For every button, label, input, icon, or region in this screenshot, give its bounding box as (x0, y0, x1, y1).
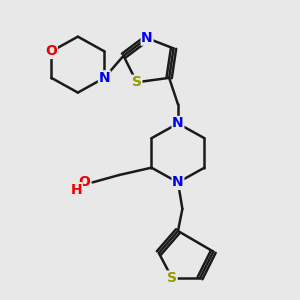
Text: N: N (172, 176, 184, 189)
Text: N: N (141, 31, 153, 45)
Text: S: S (132, 75, 142, 89)
Text: O: O (78, 176, 90, 189)
Text: N: N (172, 116, 184, 130)
Text: O: O (45, 44, 57, 58)
Text: N: N (98, 71, 110, 85)
Text: S: S (167, 271, 177, 285)
Text: H: H (70, 183, 82, 197)
